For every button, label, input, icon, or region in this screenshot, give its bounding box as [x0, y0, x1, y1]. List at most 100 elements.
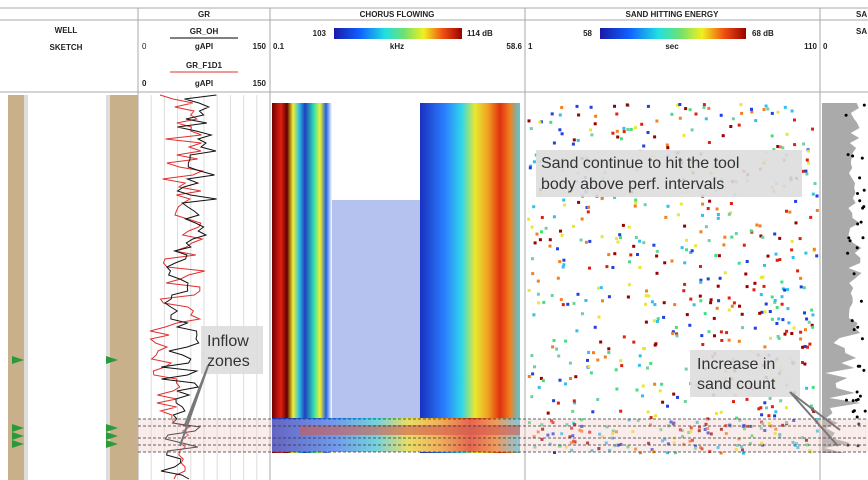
sand-hit	[564, 339, 568, 343]
sand-hit	[706, 277, 710, 281]
sand-hit	[671, 330, 675, 334]
sand-hit	[758, 224, 762, 228]
sand-hit	[611, 436, 614, 440]
sand-hit	[622, 130, 626, 134]
sand-hit	[643, 203, 647, 207]
sand-hit	[690, 128, 694, 132]
sand-hit	[565, 423, 569, 427]
header-frame	[0, 7, 868, 480]
scale-min: 0.1	[273, 42, 285, 51]
sand-hit	[658, 389, 662, 393]
sand-hit	[764, 302, 768, 306]
sand-hit	[701, 213, 704, 217]
cut-dot	[862, 368, 866, 372]
sand-hit	[798, 237, 802, 241]
sand-hit	[646, 131, 650, 134]
sand-hit	[810, 323, 814, 327]
cut-dot	[863, 409, 867, 413]
sand-hit	[684, 107, 688, 111]
sand-hit	[573, 401, 577, 405]
sand-hit	[735, 443, 739, 447]
sand-hit	[672, 421, 676, 425]
sand-hit	[537, 301, 541, 305]
sand-hit	[586, 210, 590, 214]
sand-hit	[709, 301, 713, 305]
sand-hit	[616, 135, 620, 139]
sand-hit	[785, 421, 788, 425]
sand-hit	[791, 256, 795, 259]
sand-hit	[707, 106, 711, 110]
sand-hit	[785, 209, 788, 213]
cut-dot	[852, 328, 856, 332]
sand-hit	[591, 410, 595, 414]
sand-hit	[805, 172, 809, 176]
sand-hit	[744, 272, 748, 276]
sand-hit	[760, 441, 763, 445]
sand-hit	[548, 442, 552, 446]
cut-dot	[860, 156, 864, 160]
scale-max: 58.6	[506, 42, 522, 51]
sand-hit	[629, 127, 633, 131]
sand-hit	[689, 251, 693, 254]
sand-hit	[698, 425, 701, 429]
sand-hit	[670, 112, 674, 116]
sand-hit	[706, 427, 710, 430]
cut-dot	[848, 239, 852, 243]
sand-hit	[548, 238, 552, 242]
sand-hit	[680, 246, 684, 250]
sand-hit	[716, 284, 720, 288]
sand-hit	[805, 317, 809, 321]
cut-dot	[847, 236, 851, 240]
sand-hit	[742, 243, 746, 247]
sand-hit	[530, 395, 534, 399]
cut-dot	[858, 176, 862, 180]
sand-hit	[634, 447, 638, 451]
sand-hit	[778, 258, 782, 262]
sand-hit	[532, 435, 536, 439]
sand-hit	[800, 436, 804, 440]
sand-hit	[655, 249, 659, 253]
sand-hit	[650, 448, 654, 452]
sand-hit	[560, 106, 564, 109]
sand-hit	[552, 215, 556, 219]
sand-hit	[559, 298, 563, 302]
sand-hit	[655, 254, 659, 258]
sand-hit	[645, 289, 648, 293]
sand-hit	[552, 141, 556, 145]
sand-hit	[718, 276, 722, 280]
gr-curve	[149, 94, 205, 480]
sand-hit	[529, 127, 533, 131]
sand-hit	[626, 295, 630, 299]
sand-hit	[682, 289, 686, 293]
sand-hit	[654, 342, 658, 346]
sand-hit	[799, 285, 803, 289]
sand-hit	[765, 406, 768, 410]
sand-hit	[784, 406, 788, 410]
sand-hit	[777, 336, 781, 340]
sand-hit	[649, 423, 652, 427]
header-text: SKETCH	[50, 43, 83, 52]
sand-hit	[561, 303, 565, 307]
scale-min: 0	[823, 42, 828, 51]
sand-hit	[758, 311, 762, 315]
sand-hit	[792, 326, 796, 330]
sand-hit	[653, 303, 657, 307]
sand-hit	[728, 423, 732, 427]
sand-hit	[737, 123, 741, 127]
sand-hit	[653, 382, 657, 386]
sand-hit	[805, 158, 809, 162]
annotation-text: Sand continue to hit the tool	[541, 155, 739, 172]
curve-name: SA	[856, 27, 867, 36]
sand-hit	[763, 401, 767, 405]
sand-hit	[763, 429, 767, 432]
sand-hit	[679, 202, 683, 206]
sand-hit	[596, 358, 600, 362]
sand-hit	[641, 394, 644, 398]
sand-hit	[600, 235, 604, 239]
sand-hit	[556, 401, 560, 405]
cut-dot	[850, 319, 854, 323]
sand-hit	[708, 449, 712, 453]
scale-max: 110	[804, 42, 817, 51]
sand-hit	[575, 104, 579, 108]
sand-hit	[740, 111, 744, 115]
